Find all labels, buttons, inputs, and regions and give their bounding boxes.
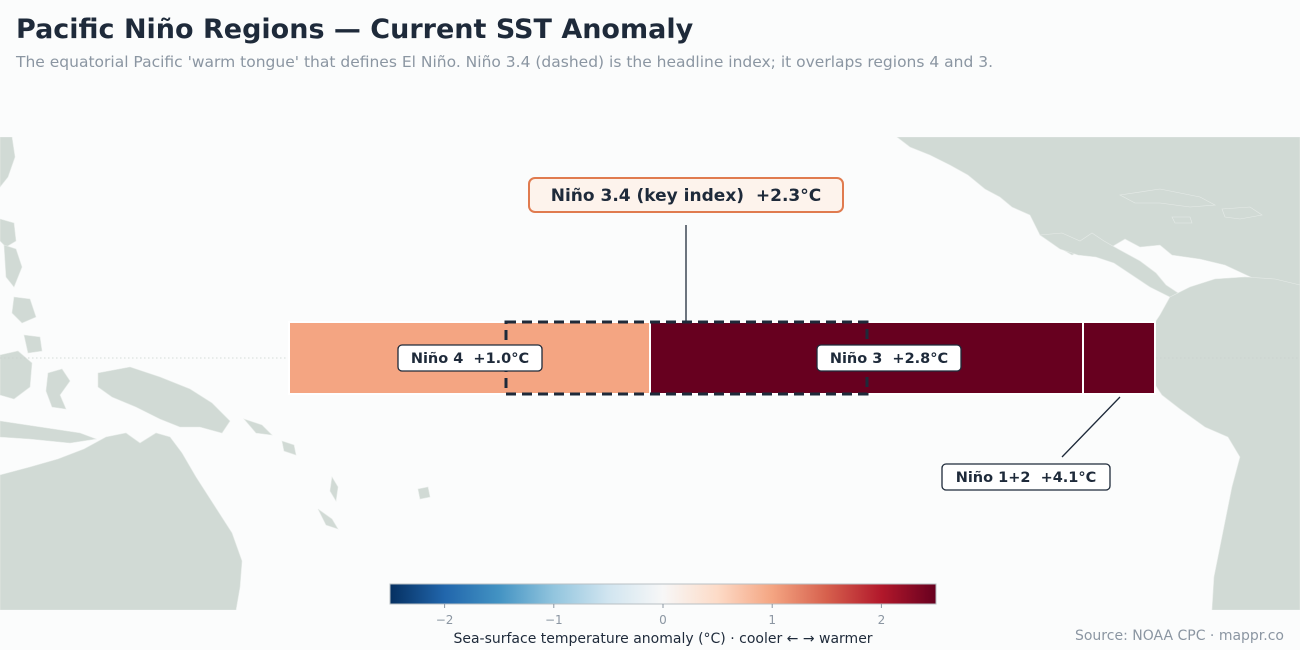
land-asia-edge — [0, 137, 16, 188]
colorbar-tick-label: 1 — [768, 613, 776, 627]
nino34-label: Niño 3.4 (key index) +2.3°C — [528, 177, 844, 213]
land-philippines — [3, 244, 43, 354]
nino12-leader-line — [1061, 396, 1121, 458]
land-fiji — [417, 486, 431, 500]
land-new-guinea — [97, 366, 231, 434]
land-borneo — [0, 350, 33, 400]
land-solomon-islands — [243, 418, 297, 456]
land-small-islands-nw — [0, 218, 17, 248]
colorbar-tick-label: 0 — [659, 613, 667, 627]
nino12-label-text: Niño 1+2 +4.1°C — [956, 470, 1097, 486]
nino12-region[interactable] — [1082, 321, 1156, 395]
nino3-label-text: Niño 3 +2.8°C — [830, 351, 948, 367]
colorbar-gradient — [389, 583, 937, 605]
land-hispaniola — [1221, 206, 1263, 220]
land-sulawesi — [45, 368, 71, 410]
land-australia — [0, 432, 243, 610]
land-indonesia-south — [0, 420, 98, 444]
nino3-label: Niño 3 +2.8°C — [816, 344, 962, 372]
land-new-caledonia — [317, 508, 339, 530]
nino4-label-text: Niño 4 +1.0°C — [411, 351, 529, 367]
land-vanuatu — [329, 476, 339, 502]
nino34-label-text: Niño 3.4 (key index) +2.3°C — [551, 186, 821, 206]
land-central-isthmus — [1039, 232, 1179, 298]
colorbar-tick-label: −2 — [436, 613, 454, 627]
land-cuba — [1119, 188, 1217, 208]
source-credit: Source: NOAA CPC · mappr.co — [1074, 628, 1284, 644]
pacific-map: Niño 3.4 (key index) +2.3°C Niño 4 +1.0°… — [0, 137, 1300, 610]
land-south-america — [1141, 276, 1300, 610]
map-subtitle: The equatorial Pacific 'warm tongue' tha… — [16, 53, 994, 71]
colorbar-tick-label: 2 — [878, 613, 886, 627]
colorbar-tick-label: −1 — [545, 613, 563, 627]
colorbar-label: Sea-surface temperature anomaly (°C) · c… — [453, 631, 873, 647]
map-title: Pacific Niño Regions — Current SST Anoma… — [16, 14, 694, 45]
nino4-label: Niño 4 +1.0°C — [397, 344, 543, 372]
nino12-label: Niño 1+2 +4.1°C — [941, 463, 1111, 491]
land-jamaica — [1171, 216, 1193, 224]
colorbar: −2 −1 0 1 2 — [0, 580, 1300, 630]
